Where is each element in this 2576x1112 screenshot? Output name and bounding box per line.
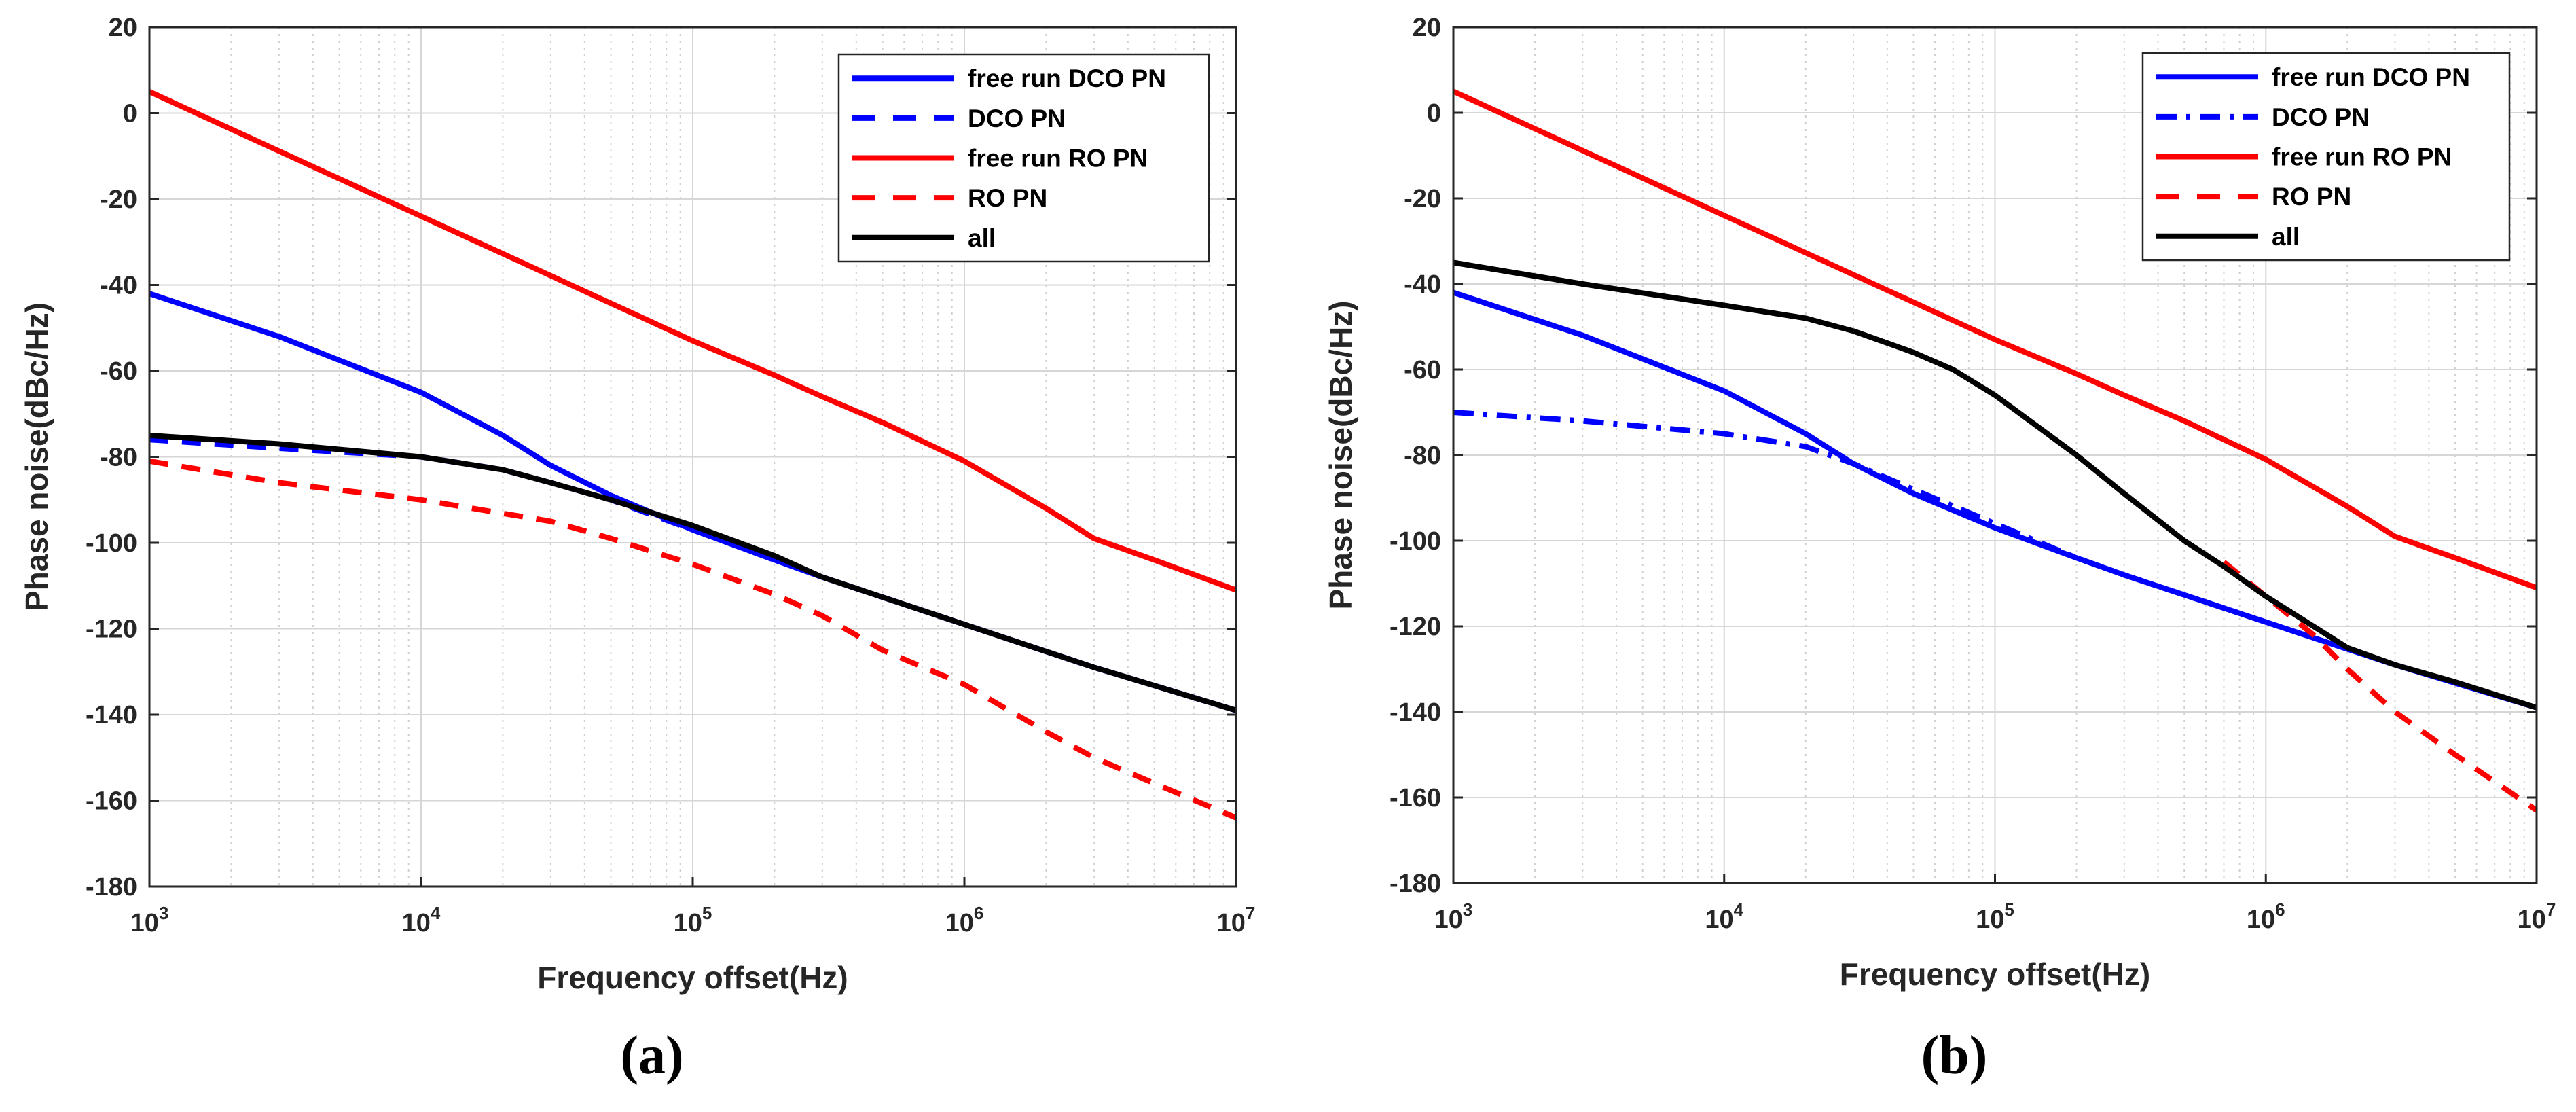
- y-axis-label: Phase noise(dBc/Hz): [1323, 301, 1358, 610]
- y-tick-label: -20: [100, 185, 137, 214]
- y-tick-label: -60: [100, 357, 137, 386]
- legend-label: free run DCO PN: [968, 65, 1166, 92]
- series-line-4: [2221, 560, 2539, 813]
- y-tick-label: -120: [1390, 613, 1441, 641]
- y-tick-label: 0: [1427, 99, 1441, 128]
- y-tick-label: -180: [1390, 869, 1441, 898]
- y-axis-label: Phase noise(dBc/Hz): [19, 302, 54, 611]
- x-tick-label: 105: [1976, 899, 2014, 934]
- grid: [149, 26, 1237, 887]
- series-line-3: [148, 89, 1237, 593]
- y-tick-label: 0: [123, 100, 137, 128]
- legend-label: DCO PN: [968, 105, 1066, 132]
- series-line-2: [1453, 410, 2538, 711]
- legend-label: free run RO PN: [968, 145, 1148, 173]
- legend: free run DCO PN DCO PN free run RO PN RO PN…: [2141, 52, 2511, 262]
- x-tick-label: 104: [402, 903, 441, 937]
- legend-label: DCO PN: [2272, 103, 2370, 131]
- y-tick-label: -40: [1404, 270, 1441, 299]
- x-axis-label: Frequency offset(Hz): [537, 960, 848, 995]
- y-tick-label: -40: [100, 272, 137, 300]
- x-tick-label: 103: [1434, 899, 1473, 934]
- legend-label: free run DCO PN: [2272, 63, 2470, 91]
- x-tick-label: 103: [130, 903, 169, 937]
- legend-label: RO PN: [968, 184, 1047, 212]
- series-line-5: [149, 432, 1237, 713]
- series-line-4: [149, 458, 1237, 821]
- series-line-5: [1453, 259, 2538, 711]
- x-axis-label: Frequency offset(Hz): [1840, 956, 2150, 992]
- y-tick-label: -80: [100, 444, 137, 472]
- legend-label: free run RO PN: [2272, 143, 2452, 171]
- y-tick-label: 20: [1413, 14, 1441, 42]
- x-tick-label: 104: [1705, 899, 1743, 934]
- legend-label: all: [968, 224, 996, 252]
- y-tick-label: -160: [1390, 784, 1441, 812]
- y-tick-label: -120: [86, 615, 137, 644]
- y-tick-label: -140: [86, 701, 137, 730]
- y-tick-label: -60: [1404, 356, 1441, 384]
- legend: free run DCO PN DCO PN free run RO PN RO PN…: [837, 53, 1210, 263]
- x-tick-label: 107: [2518, 899, 2556, 934]
- x-tick-label: 106: [945, 903, 984, 937]
- y-tick-label: -100: [1390, 527, 1441, 556]
- y-tick-label: -80: [1404, 442, 1441, 470]
- y-tick-label: -180: [86, 873, 137, 901]
- y-tick-label: -140: [1390, 698, 1441, 727]
- y-tick-label: -100: [86, 529, 137, 558]
- legend-label: all: [2272, 223, 2300, 251]
- series-line-3: [1452, 88, 2538, 591]
- panel-label: (a): [620, 1026, 683, 1086]
- x-tick-label: 106: [2247, 899, 2285, 934]
- panel-label: (b): [1921, 1026, 1988, 1086]
- y-tick-label: -160: [86, 787, 137, 816]
- legend-label: RO PN: [2272, 183, 2351, 211]
- y-tick-label: 20: [109, 14, 137, 42]
- x-tick-label: 105: [674, 903, 712, 937]
- y-tick-label: -20: [1404, 185, 1441, 213]
- x-tick-label: 107: [1217, 903, 1256, 937]
